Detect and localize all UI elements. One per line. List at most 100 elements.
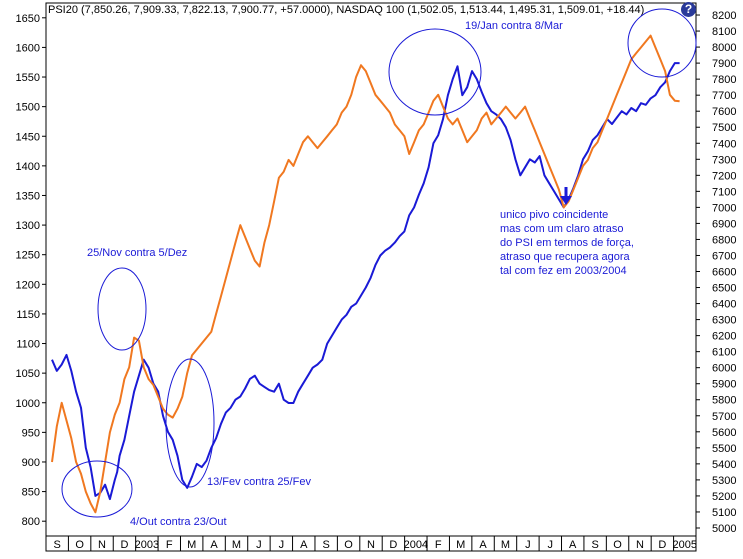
circle-25nov [97, 267, 147, 351]
annotation-note-line4: atraso que recupera agora [500, 251, 631, 263]
x-tick-label: A [210, 539, 218, 551]
arrow-down-icon [560, 187, 572, 205]
right-tick-label: 6700 [712, 250, 736, 262]
circle-19jan [388, 28, 482, 116]
right-tick-label: 5100 [712, 507, 736, 519]
right-tick-label: 8200 [712, 10, 736, 22]
right-tick-label: 6100 [712, 347, 736, 359]
x-tick-label: J [256, 539, 262, 551]
x-tick-label: S [323, 539, 330, 551]
x-tick-label: O [613, 539, 622, 551]
x-tick-label: M [187, 539, 196, 551]
help-icon[interactable]: ? [681, 2, 696, 17]
left-tick-label: 1250 [16, 250, 40, 262]
left-tick-label: 1100 [16, 339, 40, 351]
right-tick-label: 6900 [712, 218, 736, 230]
right-tick-label: 8100 [712, 26, 736, 38]
x-tick-label: F [166, 539, 173, 551]
left-tick-label: 1300 [16, 220, 40, 232]
right-tick-label: 7400 [712, 138, 736, 150]
right-tick-label: 7600 [712, 106, 736, 118]
x-tick-label: O [75, 539, 84, 551]
x-tick-label: D [389, 539, 397, 551]
x-tick-label: 2004 [404, 539, 428, 551]
right-tick-label: 7700 [712, 90, 736, 102]
x-tick-label: J [548, 539, 554, 551]
right-tick-label: 5200 [712, 491, 736, 503]
x-tick-label: D [658, 539, 666, 551]
right-tick-label: 6400 [712, 299, 736, 311]
x-tick-label: F [435, 539, 442, 551]
circle-13fev [165, 358, 215, 488]
right-tick-label: 7300 [712, 154, 736, 166]
right-tick-label: 5500 [712, 443, 736, 455]
left-axis: 800 850 900 950 1000 1050 1100 1150 1200 1250 1300… [16, 13, 46, 528]
x-tick-label: A [300, 539, 308, 551]
right-tick-label: 5900 [712, 379, 736, 391]
left-tick-label: 1350 [16, 190, 40, 202]
right-tick-label: 6800 [712, 234, 736, 246]
left-tick-label: 1500 [16, 102, 40, 114]
annotation-4out: 4/Out contra 23/Out [130, 516, 227, 528]
right-tick-label: 5400 [712, 459, 736, 471]
annotation-25nov: 25/Nov contra 5/Dez [87, 247, 187, 259]
right-tick-label: 6000 [712, 363, 736, 375]
chart-title: PSI20 (7,850.26, 7,909.33, 7,822.13, 7,9… [48, 4, 644, 16]
x-axis: S O N D 2003 F M A M J J A S O N D 2004 F M A M J J A S O N D 2005 [45, 535, 697, 552]
right-tick-label: 7500 [712, 122, 736, 134]
right-tick-label: 6500 [712, 283, 736, 295]
x-tick-label: 2005 [673, 539, 697, 551]
series-line-nasdaq-100 [51, 34, 680, 514]
annotation-note-line2: mas com um claro atraso [500, 223, 623, 235]
left-tick-label: 1150 [16, 309, 40, 321]
circle-2005 [627, 8, 697, 78]
right-tick-label: 7900 [712, 58, 736, 70]
left-tick-label: 1450 [16, 131, 40, 143]
left-tick-label: 800 [22, 516, 40, 528]
right-tick-label: 6300 [712, 315, 736, 327]
left-tick-label: 1400 [16, 161, 40, 173]
right-tick-label: 6200 [712, 331, 736, 343]
right-tick-label: 5000 [712, 523, 736, 535]
x-tick-label: A [569, 539, 577, 551]
x-tick-label: D [120, 539, 128, 551]
left-tick-label: 1650 [16, 13, 40, 25]
x-tick-label: M [456, 539, 465, 551]
left-tick-label: 950 [22, 427, 40, 439]
right-tick-label: 5300 [712, 475, 736, 487]
left-tick-label: 1050 [16, 368, 40, 380]
x-tick-label: M [501, 539, 510, 551]
left-tick-label: 1000 [16, 398, 40, 410]
left-tick-label: 850 [22, 487, 40, 499]
annotation-note-line3: do PSI em termos de força, [500, 237, 634, 249]
annotation-circles [61, 8, 697, 518]
x-tick-label: S [591, 539, 598, 551]
left-tick-label: 900 [22, 457, 40, 469]
right-tick-label: 6600 [712, 267, 736, 279]
series-layer [51, 34, 680, 514]
x-tick-label: N [98, 539, 106, 551]
annotation-note-line1: unico pivo coincidente [500, 209, 608, 221]
annotation-note-line5: tal com fez em 2003/2004 [500, 265, 627, 277]
right-tick-label: 8000 [712, 42, 736, 54]
x-tick-label: M [232, 539, 241, 551]
right-tick-label: 7800 [712, 74, 736, 86]
right-tick-label: 5700 [712, 411, 736, 423]
right-axis: 5000 5100 5200 5300 5400 5500 5600 5700 5800 5900… [696, 10, 736, 535]
right-tick-label: 7000 [712, 202, 736, 214]
annotation-layer: 19/Jan contra 8/Mar 25/Nov contra 5/Dez … [87, 20, 634, 528]
left-tick-label: 1600 [16, 42, 40, 54]
left-tick-label: 1550 [16, 72, 40, 84]
x-tick-label: 2003 [135, 539, 159, 551]
x-tick-label: N [367, 539, 375, 551]
right-tick-label: 5600 [712, 427, 736, 439]
x-tick-label: N [636, 539, 644, 551]
x-tick-label: J [525, 539, 531, 551]
x-tick-label: A [479, 539, 487, 551]
x-tick-label: O [344, 539, 353, 551]
annotation-13fev: 13/Fev contra 25/Fev [207, 476, 311, 488]
left-tick-label: 1200 [16, 279, 40, 291]
x-tick-label: J [279, 539, 285, 551]
